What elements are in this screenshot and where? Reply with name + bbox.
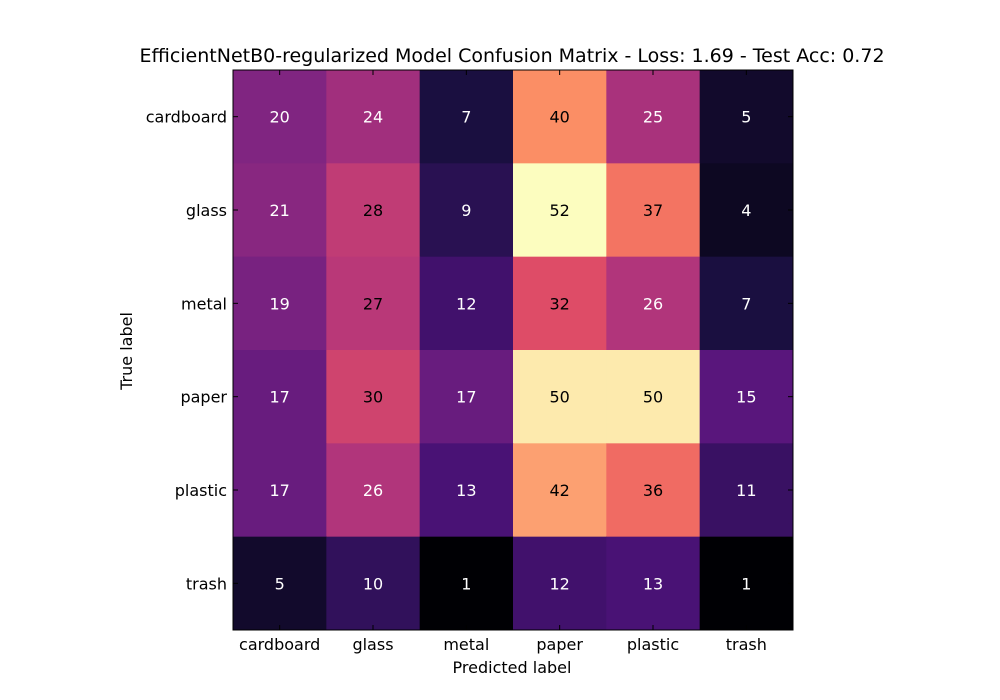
heatmap-cell xyxy=(699,70,794,164)
cell-value-label: 25 xyxy=(643,108,663,127)
cell-value-label: 12 xyxy=(456,294,476,313)
cell-value-label: 17 xyxy=(456,388,476,407)
heatmap-cell xyxy=(513,536,607,631)
cell-value-label: 50 xyxy=(643,388,663,407)
cell-value-label: 7 xyxy=(741,294,751,313)
y-tick-label: plastic xyxy=(175,481,227,500)
cell-value-label: 5 xyxy=(275,574,285,593)
heatmap-cell xyxy=(699,443,794,538)
heatmap-cell xyxy=(513,443,607,538)
cell-value-label: 11 xyxy=(736,481,756,500)
cell-value-label: 26 xyxy=(363,481,383,500)
heatmap-cell xyxy=(419,256,514,351)
y-tick-label: paper xyxy=(180,388,227,407)
heatmap-cell-labels: 20 24 7 40 25 5 21 28 9 52 37 4 19 27 12 32 26 7 17 30 17 50 5… xyxy=(269,108,756,594)
heatmap-cell xyxy=(419,350,514,444)
x-tick-label: glass xyxy=(352,635,393,654)
cell-value-label: 52 xyxy=(549,201,569,220)
heatmap-cell xyxy=(233,350,327,444)
heatmap-cell xyxy=(606,163,701,258)
heatmap-cell xyxy=(326,350,421,444)
cell-value-label: 15 xyxy=(736,388,756,407)
heatmap-cell xyxy=(699,350,794,444)
heatmap-cell xyxy=(606,536,701,631)
y-axis-label: True label xyxy=(117,312,136,391)
cell-value-label: 19 xyxy=(269,294,289,313)
heatmap-cell xyxy=(606,350,701,444)
heatmap-cell xyxy=(326,443,421,538)
heatmap-cell xyxy=(513,163,607,258)
cell-value-label: 40 xyxy=(549,108,569,127)
cell-value-label: 1 xyxy=(741,574,751,593)
cell-value-label: 1 xyxy=(461,574,471,593)
cell-value-label: 37 xyxy=(643,201,663,220)
heatmap-cell xyxy=(513,70,607,164)
y-tick-label: metal xyxy=(181,294,227,313)
cell-value-label: 20 xyxy=(269,108,289,127)
heatmap-cell xyxy=(233,536,327,631)
heatmap-cell xyxy=(513,256,607,351)
cell-value-label: 9 xyxy=(461,201,471,220)
chart-title: EfficientNetB0-regularized Model Confusi… xyxy=(139,45,884,67)
heatmap-cells xyxy=(233,70,794,631)
cell-value-label: 17 xyxy=(269,481,289,500)
cell-value-label: 28 xyxy=(363,201,383,220)
axis-ticks xyxy=(233,70,793,630)
cell-value-label: 12 xyxy=(549,574,569,593)
heatmap-cell xyxy=(326,536,421,631)
cell-value-label: 21 xyxy=(269,201,289,220)
x-axis-label: Predicted label xyxy=(453,658,572,677)
x-tick-label: metal xyxy=(443,635,489,654)
cell-value-label: 17 xyxy=(269,388,289,407)
cell-value-label: 7 xyxy=(461,108,471,127)
heatmap-cell xyxy=(419,443,514,538)
y-tick-label: cardboard xyxy=(146,108,227,127)
cell-value-label: 36 xyxy=(643,481,663,500)
heatmap-cell xyxy=(233,443,327,538)
heatmap-cell xyxy=(699,163,794,258)
heatmap-cell xyxy=(606,443,701,538)
cell-value-label: 50 xyxy=(549,388,569,407)
x-tick-labels: cardboard glass metal paper plastic trash xyxy=(239,635,767,654)
heatmap-cell xyxy=(233,163,327,258)
cell-value-label: 24 xyxy=(363,108,383,127)
cell-value-label: 4 xyxy=(741,201,751,220)
heatmap-cell xyxy=(699,536,794,631)
cell-value-label: 13 xyxy=(456,481,476,500)
heatmap-cell xyxy=(419,163,514,258)
cell-value-label: 27 xyxy=(363,294,383,313)
plot-frame xyxy=(232,69,794,631)
x-tick-label: trash xyxy=(726,635,767,654)
cell-value-label: 10 xyxy=(363,574,383,593)
y-tick-label: glass xyxy=(186,201,227,220)
cell-value-label: 42 xyxy=(549,481,569,500)
cell-value-label: 26 xyxy=(643,294,663,313)
heatmap-cell xyxy=(699,256,794,351)
y-tick-label: trash xyxy=(186,574,227,593)
heatmap-cell xyxy=(326,163,421,258)
y-tick-labels: cardboard glass metal paper plastic trash xyxy=(146,108,228,594)
heatmap-cell xyxy=(326,256,421,351)
heatmap-cell xyxy=(233,256,327,351)
heatmap-cell xyxy=(419,536,514,631)
cell-value-label: 13 xyxy=(643,574,663,593)
cell-value-label: 30 xyxy=(363,388,383,407)
heatmap-cell xyxy=(513,350,607,444)
heatmap-cell xyxy=(606,70,701,164)
x-tick-label: cardboard xyxy=(239,635,320,654)
heatmap-cell xyxy=(606,256,701,351)
x-tick-label: paper xyxy=(536,635,583,654)
heatmap-cell xyxy=(419,70,514,164)
cell-value-label: 32 xyxy=(549,294,569,313)
cell-value-label: 5 xyxy=(741,108,751,127)
heatmap-cell xyxy=(233,70,327,164)
heatmap-cell xyxy=(326,70,421,164)
x-tick-label: plastic xyxy=(627,635,679,654)
